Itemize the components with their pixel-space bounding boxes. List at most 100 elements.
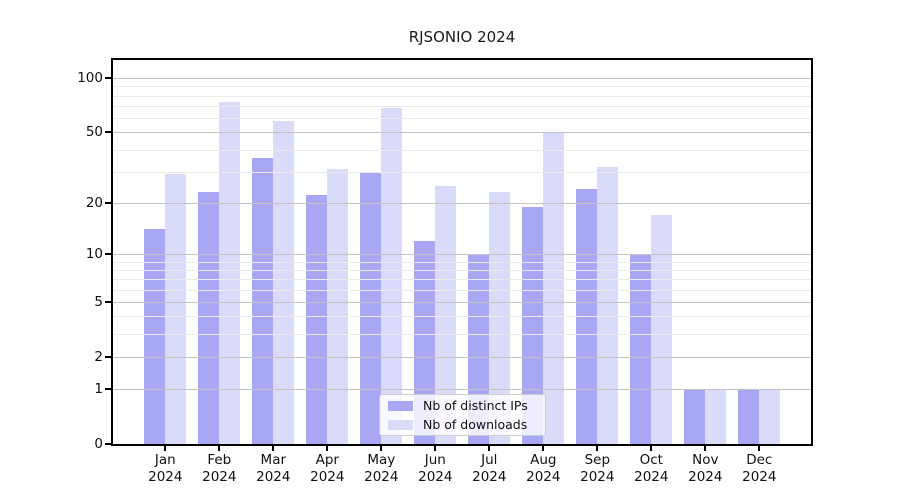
bar-distinct-ips-mar — [252, 157, 274, 444]
x-tick-label-aug: Aug 2024 — [513, 452, 573, 486]
legend-label-distinct-ips: Nb of distinct IPs — [423, 398, 528, 413]
x-tick-month-may: May — [367, 452, 396, 468]
x-tick-label-sep: Sep 2024 — [567, 452, 627, 486]
bar-distinct-ips-aug — [522, 206, 544, 444]
x-tick-label-jun: Jun 2024 — [405, 452, 465, 486]
x-tick-label-jan: Jan 2024 — [135, 452, 195, 486]
x-tick-mark-aug — [542, 446, 545, 451]
x-tick-year-nov: 2024 — [688, 469, 723, 485]
legend-item-distinct-ips: Nb of distinct IPs — [380, 398, 545, 414]
chart-title: RJSONIO 2024 — [408, 28, 516, 46]
gridline-minor-30 — [113, 171, 811, 173]
x-tick-year-may: 2024 — [364, 469, 399, 485]
x-tick-year-sep: 2024 — [580, 469, 615, 485]
y-tick-mark-0 — [105, 443, 111, 445]
x-tick-month-apr: Apr — [315, 452, 339, 468]
plot-area — [113, 60, 811, 444]
gridline-minor-8 — [113, 269, 811, 271]
x-tick-mark-apr — [326, 446, 329, 451]
gridline-major-1 — [113, 389, 811, 391]
y-tick-label-100: 100 — [77, 70, 103, 87]
bar-distinct-ips-dec — [738, 389, 760, 444]
x-tick-month-mar: Mar — [260, 452, 287, 468]
x-tick-year-mar: 2024 — [256, 469, 291, 485]
gridline-minor-6 — [113, 289, 811, 291]
x-tick-label-may: May 2024 — [351, 452, 411, 486]
x-tick-month-sep: Sep — [584, 452, 611, 468]
gridline-major-5 — [113, 302, 811, 303]
y-tick-label-50: 50 — [85, 124, 103, 141]
bar-distinct-ips-may — [360, 171, 382, 444]
legend-item-downloads: Nb of downloads — [380, 417, 545, 433]
y-tick-label-1: 1 — [94, 381, 103, 398]
x-tick-mark-mar — [272, 446, 275, 451]
y-tick-mark-5 — [105, 301, 111, 303]
bar-downloads-apr — [327, 169, 349, 444]
gridline-major-20 — [113, 202, 811, 204]
bar-downloads-jul — [489, 192, 511, 444]
bar-downloads-oct — [651, 214, 673, 444]
y-tick-mark-50 — [105, 131, 111, 134]
x-tick-label-nov: Nov 2024 — [675, 452, 735, 486]
bar-downloads-aug — [543, 132, 565, 444]
gridline-minor-4 — [113, 316, 811, 318]
gridline-minor-70 — [113, 106, 811, 108]
x-tick-label-feb: Feb 2024 — [189, 452, 249, 486]
x-tick-month-aug: Aug — [530, 452, 557, 468]
bar-downloads-jun — [435, 185, 457, 444]
x-tick-month-jan: Jan — [154, 452, 176, 468]
x-tick-label-mar: Mar 2024 — [243, 452, 303, 486]
x-tick-month-dec: Dec — [746, 452, 773, 468]
bar-downloads-may — [381, 108, 403, 444]
gridline-minor-60 — [113, 118, 811, 120]
legend: Nb of distinct IPs Nb of downloads — [379, 394, 546, 436]
gridline-minor-3 — [113, 334, 811, 336]
gridline-minor-90 — [113, 86, 811, 88]
y-tick-mark-1 — [105, 388, 111, 391]
bar-downloads-dec — [759, 389, 781, 444]
x-tick-label-dec: Dec 2024 — [729, 452, 789, 486]
bar-downloads-jan — [165, 174, 187, 444]
bar-distinct-ips-oct — [630, 253, 652, 444]
x-tick-label-jul: Jul 2024 — [459, 452, 519, 486]
x-tick-mark-jul — [488, 446, 491, 451]
x-tick-mark-dec — [758, 446, 761, 451]
x-tick-mark-nov — [704, 446, 707, 451]
x-tick-year-apr: 2024 — [310, 469, 345, 485]
bar-downloads-feb — [219, 101, 241, 444]
x-tick-mark-oct — [650, 446, 653, 451]
bar-downloads-sep — [597, 166, 619, 444]
x-tick-label-apr: Apr 2024 — [297, 452, 357, 486]
x-tick-month-feb: Feb — [207, 452, 232, 468]
gridline-major-10 — [113, 253, 811, 255]
legend-swatch-downloads — [388, 419, 413, 430]
bar-downloads-mar — [273, 120, 295, 444]
x-tick-month-jul: Jul — [481, 452, 498, 468]
x-tick-month-oct: Oct — [639, 452, 663, 468]
bar-distinct-ips-feb — [198, 192, 220, 444]
bar-distinct-ips-jan — [144, 229, 166, 444]
legend-label-downloads: Nb of downloads — [423, 417, 528, 432]
gridline-minor-80 — [113, 95, 811, 97]
bar-distinct-ips-jun — [414, 240, 436, 444]
y-tick-label-10: 10 — [85, 245, 103, 262]
gridline-minor-7 — [113, 279, 811, 281]
x-tick-year-jul: 2024 — [472, 469, 507, 485]
x-tick-mark-jun — [434, 446, 437, 451]
x-tick-year-oct: 2024 — [634, 469, 669, 485]
bar-distinct-ips-nov — [684, 389, 706, 444]
gridline-minor-40 — [113, 149, 811, 151]
y-tick-mark-10 — [105, 252, 111, 255]
gridline-major-100 — [113, 78, 811, 80]
y-tick-mark-20 — [105, 201, 111, 204]
gridline-minor-9 — [113, 261, 811, 263]
bar-downloads-nov — [705, 389, 727, 444]
y-tick-label-2: 2 — [94, 348, 103, 365]
legend-swatch-distinct-ips — [388, 400, 413, 411]
y-tick-mark-2 — [105, 355, 111, 358]
bar-distinct-ips-apr — [306, 195, 328, 444]
x-tick-month-nov: Nov — [692, 452, 719, 468]
x-tick-year-jun: 2024 — [418, 469, 453, 485]
x-tick-year-dec: 2024 — [742, 469, 777, 485]
